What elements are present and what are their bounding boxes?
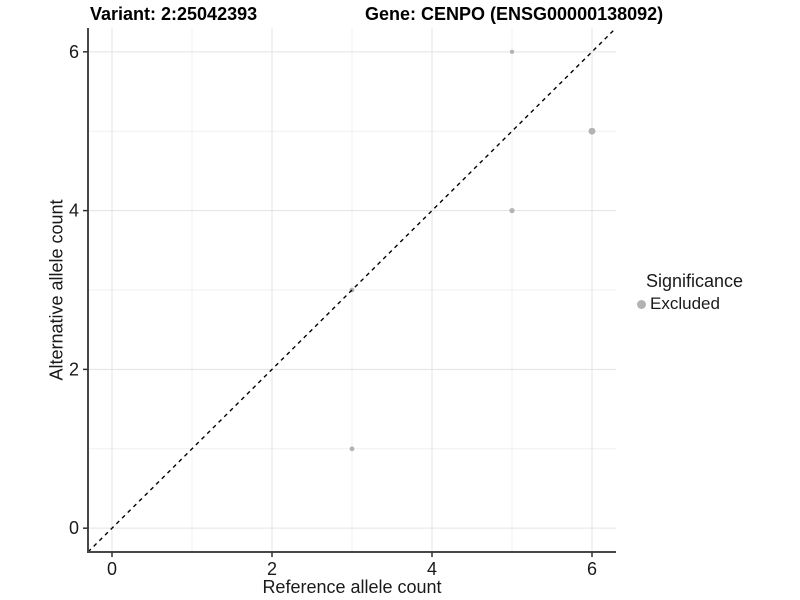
legend-item-label: Excluded (650, 294, 720, 313)
y-tick-label: 4 (69, 201, 79, 221)
y-tick-label: 2 (69, 359, 79, 379)
data-point (509, 49, 515, 55)
legend-title: Significance (646, 271, 744, 291)
identity-reference-line (87, 27, 617, 553)
y-axis-title: Alternative allele count (46, 199, 67, 381)
y-tick-label: 6 (69, 42, 79, 62)
x-tick-label: 2 (267, 559, 277, 579)
data-point (509, 208, 515, 214)
legend: Significance Excluded (634, 271, 743, 314)
x-axis-title: Reference allele count (262, 577, 442, 597)
x-tick-label: 6 (587, 559, 597, 579)
x-tick-label: 0 (107, 559, 117, 579)
plot-title-variant: Variant: 2:25042393 (90, 4, 258, 24)
legend-item-excluded: Excluded (634, 294, 743, 314)
legend-key (634, 297, 648, 311)
excluded-point-icon (636, 299, 646, 309)
plot-title-gene: Gene: CENPO (ENSG00000138092) (365, 4, 664, 24)
data-point (349, 446, 355, 452)
x-tick-label: 4 (427, 559, 437, 579)
y-tick-label: 0 (69, 518, 79, 538)
data-point (588, 127, 596, 135)
